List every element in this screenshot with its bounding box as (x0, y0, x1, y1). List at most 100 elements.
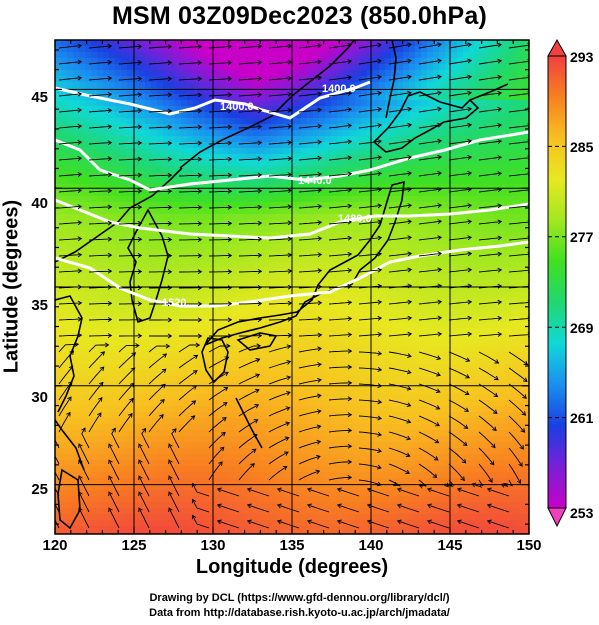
field-cell (61, 160, 68, 167)
field-cell (451, 178, 458, 185)
field-cell (469, 52, 476, 59)
field-cell (67, 154, 74, 161)
field-cell (199, 244, 206, 251)
field-cell (319, 262, 326, 269)
field-cell (247, 274, 254, 281)
field-cell (487, 190, 494, 197)
field-cell (523, 154, 529, 161)
field-cell (433, 130, 440, 137)
field-cell (379, 184, 386, 191)
field-cell (499, 238, 506, 245)
field-cell (349, 136, 356, 143)
field-cell (493, 274, 500, 281)
field-cell (349, 148, 356, 155)
field-cell (247, 82, 254, 89)
field-cell (445, 226, 452, 233)
field-cell (319, 202, 326, 209)
field-cell (295, 190, 302, 197)
field-cell (139, 58, 146, 65)
field-cell (121, 292, 128, 299)
field-cell (463, 352, 470, 359)
field-cell (337, 58, 344, 65)
field-cell (283, 64, 290, 71)
field-cell (91, 202, 98, 209)
field-cell (133, 400, 140, 407)
field-cell (343, 226, 350, 233)
field-cell (343, 244, 350, 251)
field-cell (313, 46, 320, 53)
field-cell (97, 196, 104, 203)
field-cell (313, 364, 320, 371)
field-cell (523, 292, 529, 299)
field-cell (499, 82, 506, 89)
field-cell (505, 382, 512, 389)
field-cell (367, 376, 374, 383)
field-cell (205, 106, 212, 113)
field-cell (397, 250, 404, 257)
field-cell (79, 46, 86, 53)
field-cell (505, 154, 512, 161)
field-cell (61, 106, 68, 113)
field-cell (367, 88, 374, 95)
field-cell (499, 412, 506, 419)
field-cell (415, 208, 422, 215)
field-cell (283, 208, 290, 215)
field-cell (109, 262, 116, 269)
field-cell (139, 292, 146, 299)
field-cell (355, 304, 362, 311)
field-cell (235, 154, 242, 161)
field-cell (397, 208, 404, 215)
field-cell (373, 412, 380, 419)
field-cell (295, 274, 302, 281)
field-cell (463, 376, 470, 383)
field-cell (115, 190, 122, 197)
field-cell (223, 328, 230, 335)
field-cell (397, 190, 404, 197)
field-cell (523, 400, 529, 407)
field-cell (277, 304, 284, 311)
field-cell (307, 142, 314, 149)
field-cell (187, 88, 194, 95)
field-cell (319, 364, 326, 371)
field-cell (103, 52, 110, 59)
field-cell (469, 172, 476, 179)
field-cell (319, 358, 326, 365)
field-cell (433, 208, 440, 215)
field-cell (229, 160, 236, 167)
field-cell (325, 214, 332, 221)
field-cell (385, 190, 392, 197)
field-cell (475, 412, 482, 419)
field-cell (517, 106, 524, 113)
field-cell (193, 118, 200, 125)
field-cell (175, 292, 182, 299)
field-cell (325, 388, 332, 395)
field-cell (511, 400, 518, 407)
field-cell (229, 142, 236, 149)
field-cell (469, 148, 476, 155)
field-cell (55, 364, 62, 371)
field-cell (73, 82, 80, 89)
field-cell (187, 202, 194, 209)
field-cell (343, 190, 350, 197)
field-cell (319, 124, 326, 131)
field-cell (511, 82, 518, 89)
field-cell (277, 94, 284, 101)
field-cell (109, 160, 116, 167)
field-cell (331, 100, 338, 107)
field-cell (181, 382, 188, 389)
field-cell (439, 340, 446, 347)
field-cell (457, 238, 464, 245)
field-cell (205, 280, 212, 287)
field-cell (241, 148, 248, 155)
field-cell (247, 178, 254, 185)
field-cell (397, 196, 404, 203)
field-cell (235, 280, 242, 287)
field-cell (181, 388, 188, 395)
field-cell (319, 292, 326, 299)
field-cell (109, 322, 116, 329)
field-cell (451, 64, 458, 71)
field-cell (349, 196, 356, 203)
field-cell (235, 412, 242, 419)
field-cell (127, 376, 134, 383)
field-cell (223, 376, 230, 383)
